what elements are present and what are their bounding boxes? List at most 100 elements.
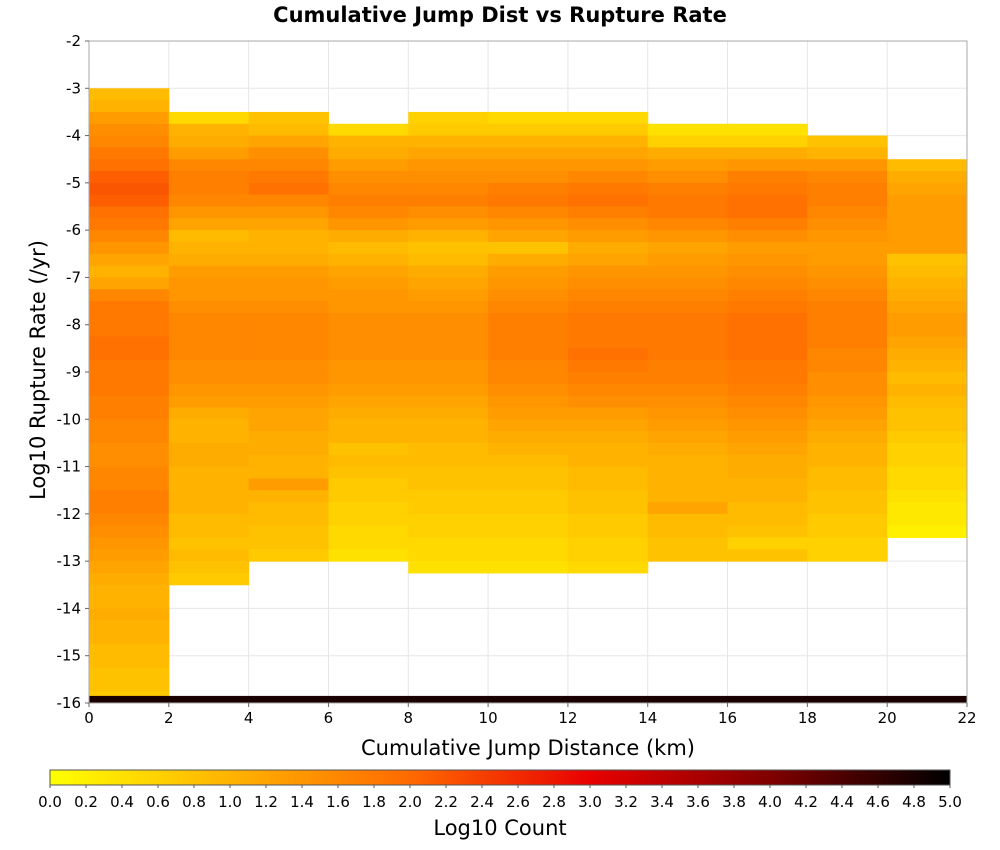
heatmap-cell <box>168 336 250 349</box>
heatmap-cell <box>647 159 729 172</box>
heatmap-cell <box>727 230 808 243</box>
heatmap-cell <box>647 277 729 290</box>
heatmap-cell <box>488 431 569 444</box>
heatmap-cell <box>408 431 489 444</box>
heatmap-cell <box>727 289 808 302</box>
heatmap-cell <box>408 182 489 196</box>
heatmap-cell <box>488 372 569 385</box>
heatmap-cell <box>488 265 569 278</box>
colorbar-tick-label: 3.0 <box>578 793 602 811</box>
heatmap-cell <box>89 395 170 408</box>
heatmap-cell <box>647 253 729 267</box>
heatmap-cell <box>647 135 729 148</box>
colorbar-tick-label: 0.6 <box>146 793 170 811</box>
heatmap-cell <box>408 324 489 338</box>
heatmap-cell <box>488 525 569 538</box>
x-tick-label: 2 <box>164 709 174 727</box>
heatmap-cell <box>408 111 489 125</box>
colorbar-tick-label: 1.6 <box>326 793 350 811</box>
heatmap-cell <box>488 407 569 420</box>
x-axis-label: Cumulative Jump Distance (km) <box>361 736 695 760</box>
heatmap-cell <box>328 348 409 361</box>
heatmap-cell <box>248 206 329 219</box>
x-tick-label: 6 <box>324 709 334 727</box>
heatmap-cell <box>488 395 569 408</box>
heatmap-cell <box>567 159 649 172</box>
heatmap-cell <box>567 171 649 184</box>
heatmap-cell <box>727 431 808 444</box>
heatmap-cell <box>328 513 409 527</box>
heatmap-cell <box>807 253 888 267</box>
heatmap-cell <box>328 159 409 172</box>
heatmap-cell <box>647 525 729 538</box>
heatmap-cell <box>248 324 329 338</box>
heatmap-cell <box>328 478 409 491</box>
heatmap-cell <box>248 135 329 148</box>
heatmap-cell <box>488 123 569 137</box>
heatmap-cell <box>328 360 409 373</box>
heatmap-cell <box>488 478 569 491</box>
colorbar-ticks: 0.0 0.2 0.4 0.6 0.8 1.0 1.2 1.4 1.6 1.8 2.0 2.2 2.4 2… <box>38 785 962 811</box>
heatmap-cell <box>168 241 250 255</box>
heatmap-cell <box>248 171 329 184</box>
heatmap-cell <box>408 135 489 148</box>
heatmap-cell <box>168 194 250 207</box>
heatmap-cell <box>567 230 649 243</box>
heatmap-cell <box>727 182 808 196</box>
heatmap-cell <box>168 454 250 468</box>
heatmap-cell <box>168 395 250 408</box>
heatmap-cell <box>807 525 888 538</box>
heatmap-cell <box>727 549 808 562</box>
heatmap-cell <box>408 490 489 503</box>
heatmap-cell <box>408 549 489 562</box>
heatmap-cell <box>567 147 649 160</box>
heatmap-cell <box>807 336 888 349</box>
heatmap-cell <box>408 289 489 302</box>
heatmap-cell <box>727 241 808 255</box>
heatmap-cell <box>567 513 649 527</box>
heatmap-cell <box>89 241 170 255</box>
heatmap-cell <box>408 277 489 290</box>
heatmap-cell <box>328 383 409 397</box>
heatmap-cell <box>168 383 250 397</box>
heatmap-cell <box>567 549 649 562</box>
colorbar-tick-label: 0.2 <box>74 793 98 811</box>
x-tick-label: 8 <box>403 709 413 727</box>
heatmap-cell <box>168 159 250 172</box>
heatmap-cell <box>567 218 649 231</box>
heatmap-cell <box>328 241 409 255</box>
heatmap-cell <box>807 182 888 196</box>
heatmap-cell <box>89 513 170 527</box>
heatmap-cell <box>647 454 729 468</box>
heatmap-cell <box>89 620 170 633</box>
heatmap-cell <box>89 372 170 385</box>
heatmap-cell <box>488 502 569 515</box>
heatmap-cell <box>567 253 649 267</box>
heatmap-cell <box>887 419 968 432</box>
colorbar-tick-label: 2.0 <box>398 793 422 811</box>
heatmap-cell <box>89 608 170 621</box>
heatmap-cell <box>89 265 170 278</box>
heatmap-cell <box>647 348 729 361</box>
heatmap-cell <box>567 348 649 361</box>
heatmap-cell <box>567 431 649 444</box>
colorbar-tick-label: 3.8 <box>722 793 746 811</box>
heatmap-cell <box>488 324 569 338</box>
heatmap-cell <box>807 147 888 160</box>
heatmap-cell <box>248 454 329 468</box>
heatmap-cell <box>248 360 329 373</box>
heatmap-cell <box>807 159 888 172</box>
heatmap-cell <box>248 395 329 408</box>
x-tick-label: 4 <box>244 709 254 727</box>
heatmap-cell <box>328 454 409 468</box>
heatmap-cell <box>89 537 170 550</box>
heatmap-cell <box>89 454 170 468</box>
heatmap-cell <box>647 360 729 373</box>
heatmap-cell <box>647 442 729 456</box>
heatmap-cell <box>168 324 250 338</box>
heatmap-cell <box>168 537 250 550</box>
heatmap-cell <box>248 549 329 562</box>
heatmap-cell <box>168 431 250 444</box>
heatmap-cell <box>408 265 489 278</box>
heatmap-cell <box>488 561 569 574</box>
